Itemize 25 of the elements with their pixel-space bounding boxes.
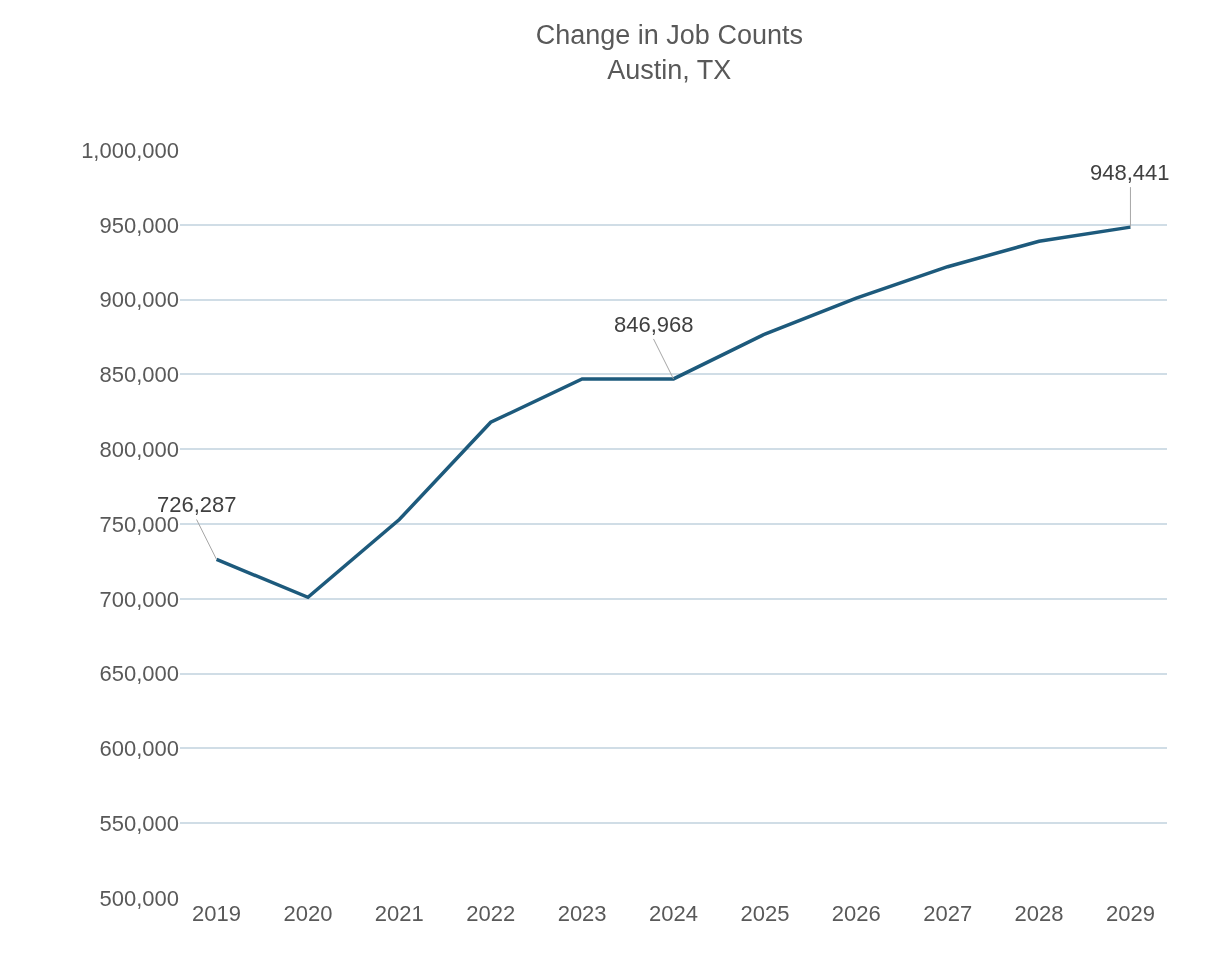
y-tick-label: 800,000	[99, 436, 179, 462]
x-tick-label: 2021	[374, 901, 424, 926]
x-tick-label: 2024	[649, 901, 698, 926]
data-label: 846,968	[614, 312, 694, 337]
y-tick-label: 900,000	[99, 287, 179, 313]
x-tick-label: 2025	[740, 901, 790, 926]
x-tick-label: 2028	[1014, 901, 1064, 926]
chart-title: Change in Job Counts	[535, 19, 803, 50]
y-tick-label: 850,000	[99, 362, 179, 388]
x-tick-label: 2027	[923, 901, 973, 926]
y-tick-label: 950,000	[99, 212, 179, 238]
x-tick-label: 2026	[831, 901, 881, 926]
y-tick-label: 700,000	[99, 586, 179, 612]
x-tick-label: 2023	[557, 901, 607, 926]
x-tick-label: 2029	[1105, 901, 1155, 926]
x-tick-label: 2022	[466, 901, 516, 926]
y-tick-label: 600,000	[99, 736, 179, 762]
y-tick-label: 500,000	[99, 885, 179, 911]
y-tick-label: 650,000	[99, 661, 179, 687]
y-tick-label: 550,000	[99, 810, 179, 836]
data-label: 948,441	[1090, 160, 1170, 185]
chart-subtitle: Austin, TX	[607, 54, 732, 85]
y-tick-label: 1,000,000	[81, 137, 179, 163]
x-tick-label: 2020	[283, 901, 333, 926]
x-tick-label: 2019	[192, 901, 242, 926]
